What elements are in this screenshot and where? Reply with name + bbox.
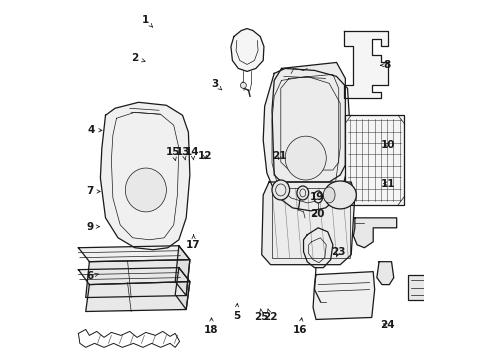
Text: 9: 9 — [86, 222, 99, 231]
Bar — [429, 272, 451, 298]
Polygon shape — [85, 282, 189, 311]
Ellipse shape — [240, 82, 246, 88]
Text: 20: 20 — [309, 209, 324, 219]
Text: 11: 11 — [380, 179, 394, 189]
Ellipse shape — [296, 186, 308, 200]
Text: 4: 4 — [87, 125, 102, 135]
Text: 24: 24 — [379, 320, 394, 330]
Text: 7: 7 — [86, 186, 100, 197]
Polygon shape — [271, 62, 345, 182]
Polygon shape — [353, 218, 396, 248]
Polygon shape — [100, 102, 189, 250]
Text: 18: 18 — [204, 318, 218, 335]
Text: 16: 16 — [292, 318, 306, 335]
Bar — [444, 270, 476, 310]
Ellipse shape — [271, 180, 289, 200]
Ellipse shape — [313, 191, 322, 203]
Text: 17: 17 — [186, 235, 201, 250]
Bar — [407, 275, 427, 300]
Polygon shape — [85, 260, 189, 298]
Polygon shape — [230, 28, 264, 71]
Text: 22: 22 — [263, 309, 277, 322]
Ellipse shape — [125, 168, 166, 212]
Text: 15: 15 — [166, 147, 181, 161]
Polygon shape — [175, 246, 189, 296]
Polygon shape — [303, 228, 332, 268]
Ellipse shape — [324, 181, 356, 209]
Polygon shape — [312, 272, 374, 319]
Bar — [271, 188, 349, 258]
Text: 2: 2 — [131, 53, 145, 63]
Text: 12: 12 — [198, 150, 212, 161]
Bar — [345, 115, 403, 205]
Text: 10: 10 — [380, 140, 394, 150]
Polygon shape — [175, 268, 189, 310]
Polygon shape — [376, 262, 393, 285]
Bar — [484, 270, 488, 310]
Ellipse shape — [323, 187, 334, 203]
Text: 14: 14 — [185, 147, 200, 160]
Text: 8: 8 — [380, 60, 390, 70]
Polygon shape — [343, 31, 387, 98]
Polygon shape — [263, 68, 349, 211]
Polygon shape — [431, 255, 488, 321]
Text: 5: 5 — [232, 303, 240, 320]
Text: 23: 23 — [330, 247, 345, 257]
Text: 25: 25 — [254, 309, 268, 322]
Polygon shape — [486, 188, 488, 218]
Text: 13: 13 — [176, 147, 190, 160]
Text: 1: 1 — [142, 15, 152, 27]
Polygon shape — [78, 268, 189, 285]
Text: 19: 19 — [309, 192, 324, 202]
Polygon shape — [261, 182, 354, 265]
Text: 6: 6 — [86, 271, 99, 281]
Polygon shape — [78, 246, 189, 262]
Text: 3: 3 — [211, 79, 221, 90]
Text: 21: 21 — [272, 150, 286, 161]
Ellipse shape — [285, 136, 325, 180]
